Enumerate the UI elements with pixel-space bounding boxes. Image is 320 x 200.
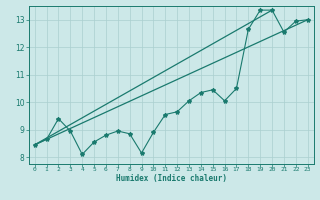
X-axis label: Humidex (Indice chaleur): Humidex (Indice chaleur) bbox=[116, 174, 227, 183]
